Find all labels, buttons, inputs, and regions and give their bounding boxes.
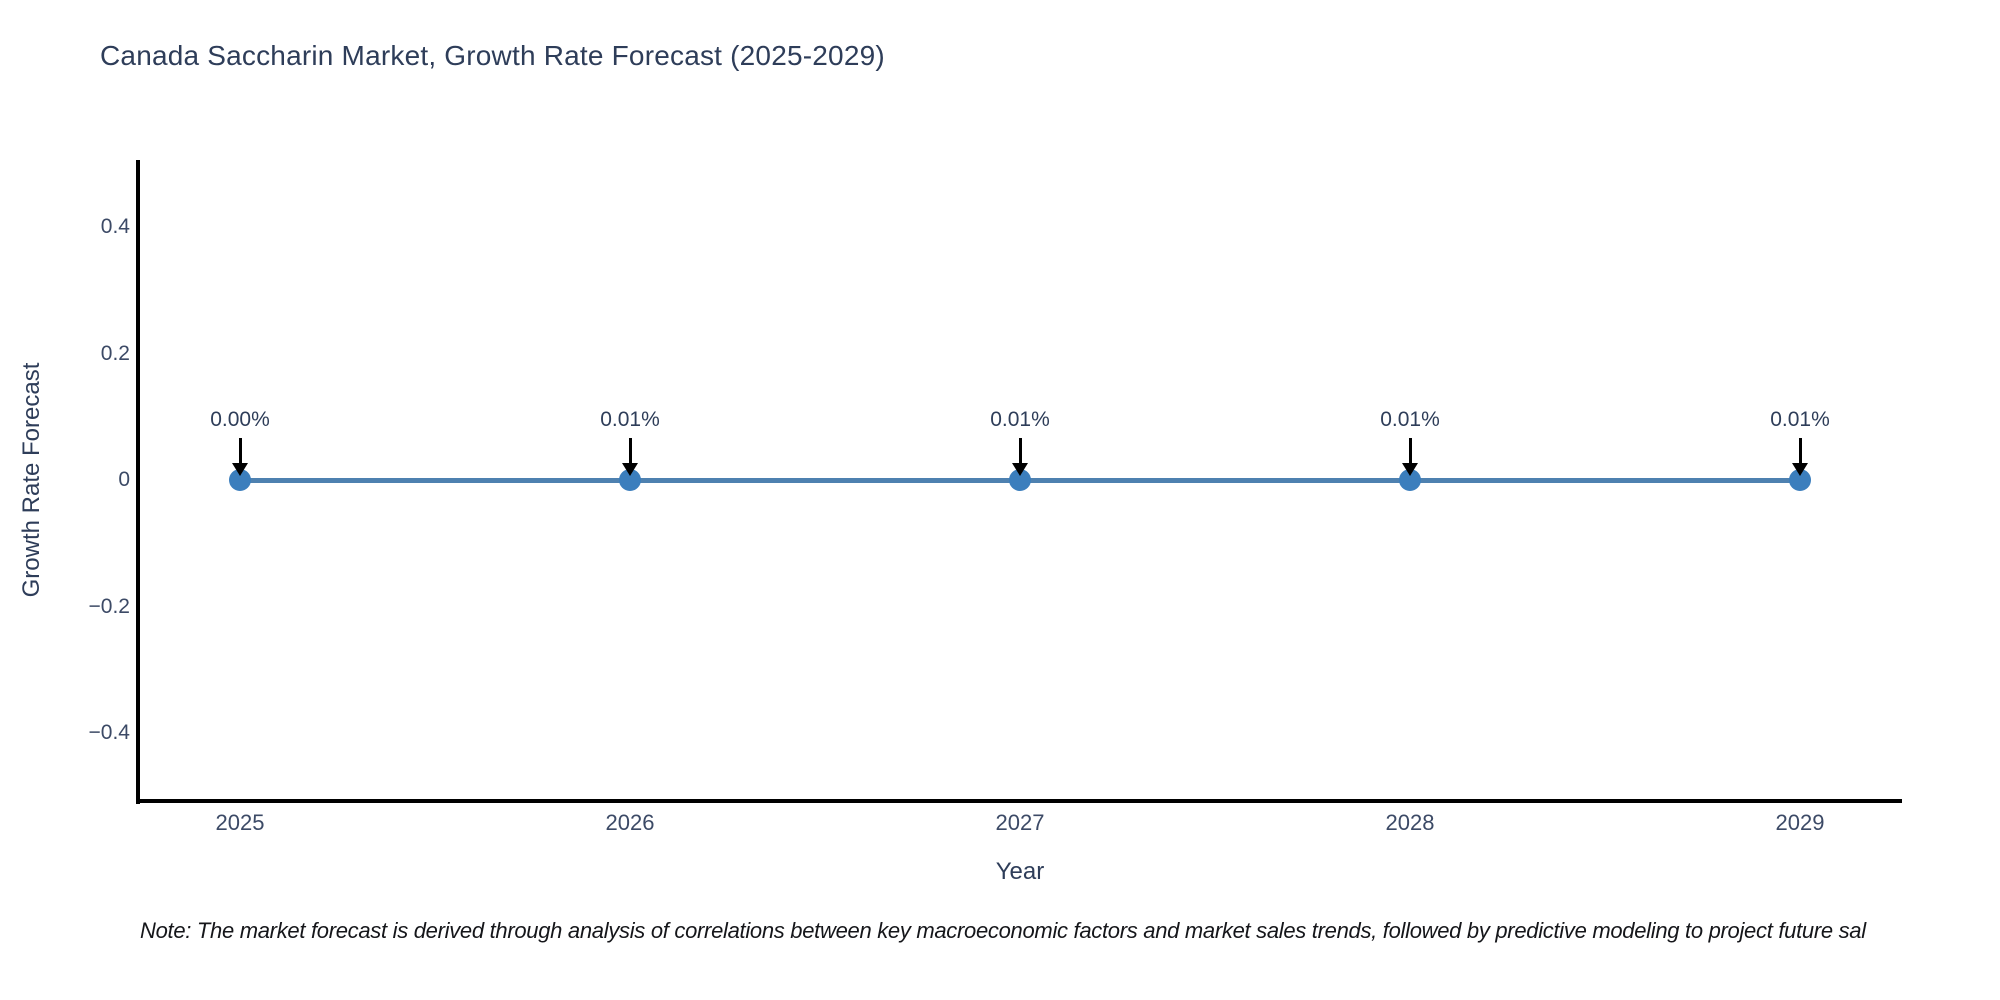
annotation-arrow-head <box>1792 462 1808 476</box>
point-annotation-label: 0.01% <box>1380 407 1440 431</box>
y-axis-title: Growth Rate Forecast <box>18 362 45 598</box>
annotation-arrow-stem <box>238 438 242 464</box>
annotation-arrow-head <box>1012 462 1028 476</box>
y-axis-line <box>136 160 140 804</box>
annotation-arrow-head <box>622 462 638 476</box>
annotation-arrow-head <box>232 463 248 476</box>
point-annotation-label: 0.01% <box>1770 407 1830 431</box>
point-annotation-label: 0.01% <box>600 407 660 431</box>
chart-title: Canada Saccharin Market, Growth Rate For… <box>100 40 885 71</box>
y-tick-label: 0 <box>118 468 130 491</box>
chart-note: Note: The market forecast is derived thr… <box>140 918 1866 943</box>
annotation-arrow-stem <box>628 437 632 464</box>
y-tick-label: −0.2 <box>88 594 130 618</box>
x-tick-label: 2029 <box>1775 810 1825 835</box>
x-tick-label: 2025 <box>215 810 265 835</box>
annotation-arrow-stem <box>1408 437 1412 464</box>
annotation-arrow-head <box>1402 462 1418 476</box>
point-annotation-label: 0.00% <box>210 408 270 431</box>
y-tick-label: 0.4 <box>100 215 130 238</box>
y-tick-label: 0.2 <box>100 341 130 365</box>
annotation-arrow-stem <box>1018 437 1022 464</box>
x-tick-label: 2026 <box>605 810 655 835</box>
y-tick-label: −0.4 <box>88 721 130 744</box>
point-annotation-label: 0.01% <box>990 407 1050 431</box>
x-axis-line <box>136 799 1902 803</box>
x-tick-label: 2027 <box>995 810 1045 835</box>
annotation-arrow-stem <box>1798 437 1802 464</box>
x-axis-title: Year <box>995 858 1045 885</box>
x-tick-label: 2028 <box>1385 810 1435 835</box>
